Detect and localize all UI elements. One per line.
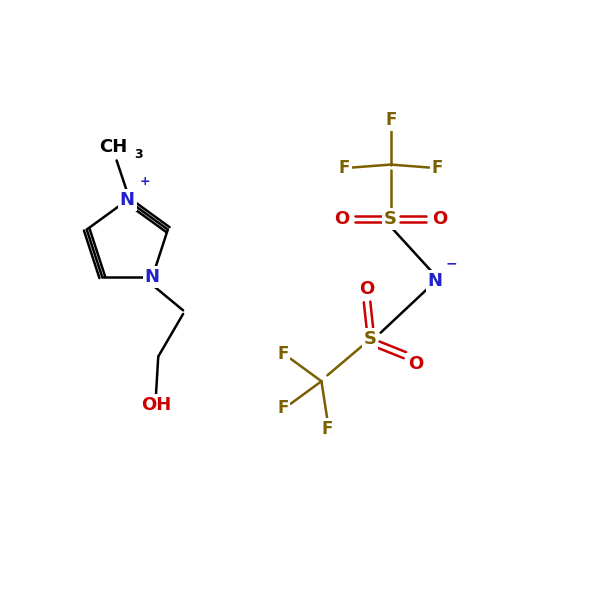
- Text: N: N: [145, 268, 160, 286]
- Text: O: O: [432, 210, 447, 228]
- Text: OH: OH: [141, 396, 171, 414]
- Text: S: S: [384, 210, 397, 228]
- Text: −: −: [446, 256, 458, 271]
- Text: O: O: [359, 280, 375, 298]
- Text: F: F: [339, 159, 350, 176]
- Text: O: O: [334, 210, 350, 228]
- Text: CH: CH: [99, 138, 128, 156]
- Text: O: O: [408, 355, 423, 373]
- Text: S: S: [363, 330, 377, 348]
- Text: N: N: [427, 272, 443, 290]
- Text: F: F: [277, 345, 289, 363]
- Text: 3: 3: [134, 148, 143, 161]
- Text: F: F: [321, 420, 333, 437]
- Text: +: +: [140, 175, 150, 188]
- Text: F: F: [431, 159, 443, 176]
- Text: F: F: [277, 400, 289, 417]
- Text: F: F: [385, 111, 397, 129]
- Text: N: N: [120, 191, 135, 209]
